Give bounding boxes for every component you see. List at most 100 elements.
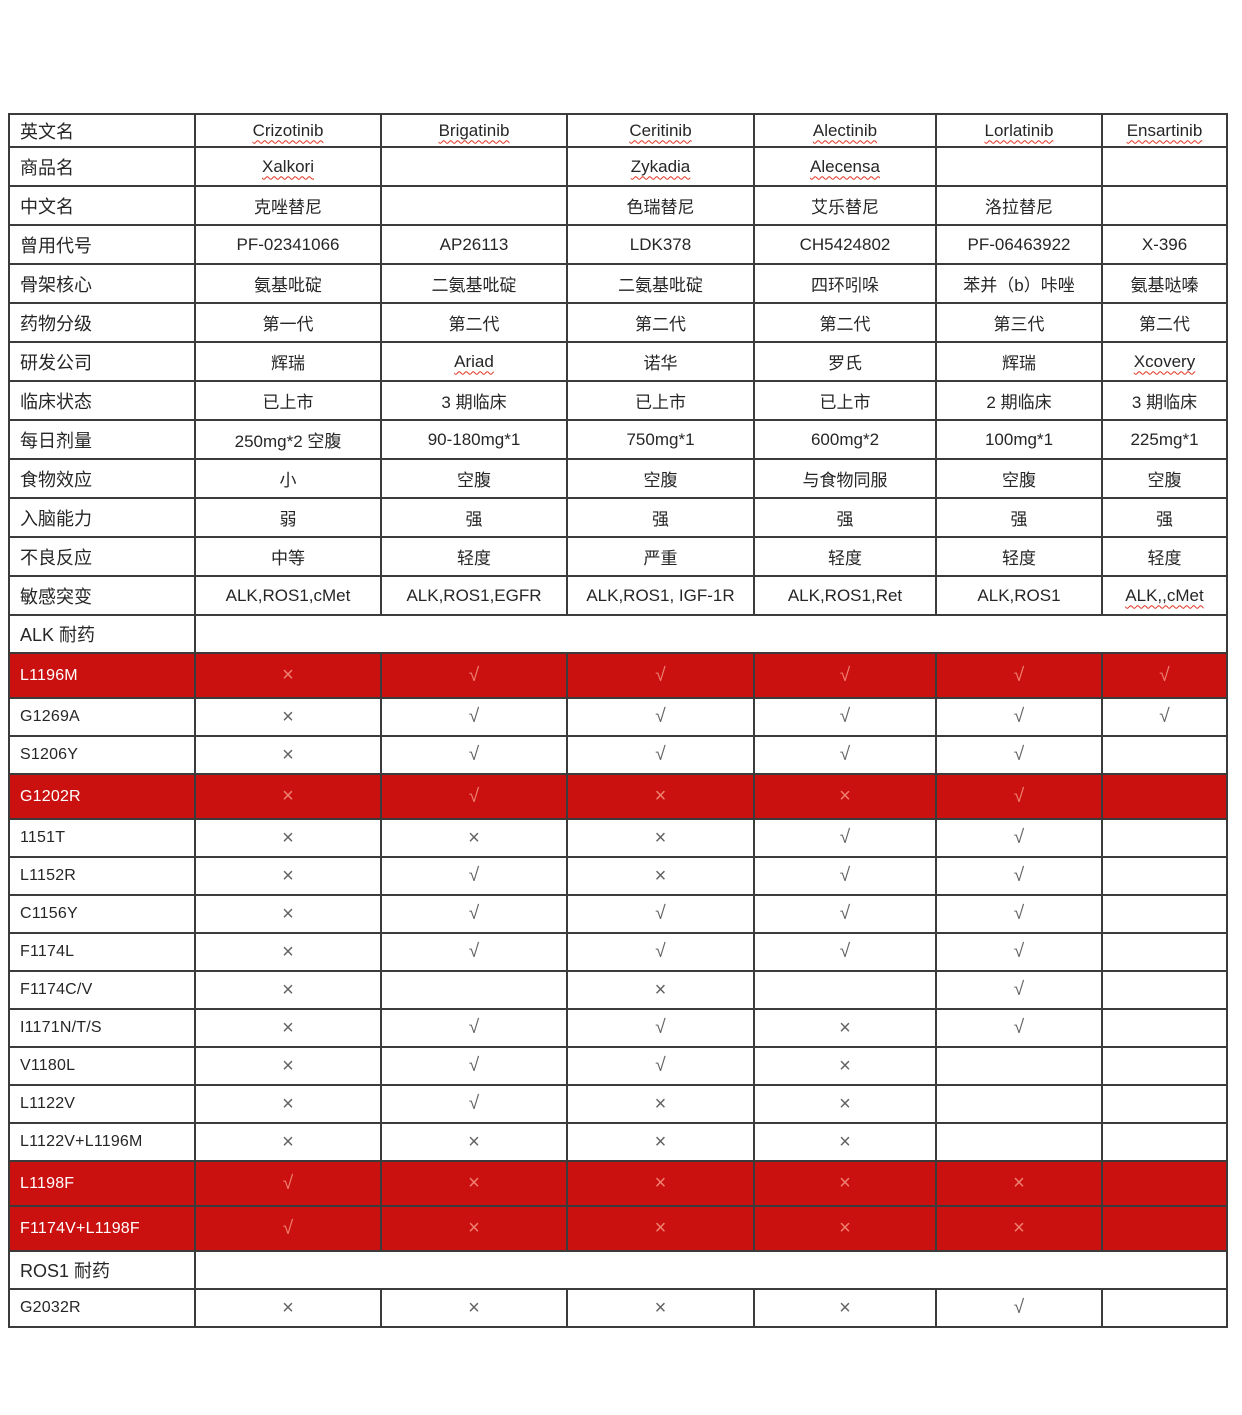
cross-mark: ×: [282, 743, 294, 766]
cell-text: 色瑞替尼: [626, 198, 695, 217]
mutation-cell: ×: [380, 1160, 568, 1207]
info-cell: Ensartinib: [1101, 113, 1228, 148]
check-mark: √: [1013, 979, 1025, 1000]
table-row: 曾用代号 PF-02341066 AP26113 LDK378 CH5424802 PF-…: [8, 224, 1228, 265]
cell-text: 3 期临床: [1131, 393, 1198, 412]
check-mark: √: [655, 903, 666, 924]
mutation-cell: [1101, 932, 1228, 972]
check-mark: √: [1013, 1017, 1025, 1038]
mutation-cell: ×: [194, 1008, 382, 1048]
cross-mark: ×: [282, 826, 294, 849]
check-mark: √: [1013, 865, 1025, 886]
row-label: L1122V+L1196M: [8, 1122, 196, 1162]
cell-text: ALK,ROS1: [977, 585, 1061, 605]
cell-text: 诺华: [643, 354, 678, 373]
table-row: I1171N/T/S × √ √ × √: [8, 1008, 1228, 1048]
row-label: 每日剂量: [8, 419, 196, 460]
info-cell: 二氨基吡碇: [380, 263, 568, 304]
cell-text: X-396: [1141, 234, 1188, 254]
cross-mark: ×: [654, 978, 667, 1001]
info-cell: Alecensa: [753, 146, 937, 187]
row-label: 骨架核心: [8, 263, 196, 304]
cell-text: 强: [465, 510, 483, 529]
table-row: 临床状态 已上市 3 期临床 已上市 已上市 2 期临床 3 期临床: [8, 380, 1228, 421]
mutation-cell: √: [380, 697, 568, 737]
cross-mark: ×: [468, 1296, 480, 1319]
mutation-cell: √: [566, 932, 755, 972]
mutation-cell: √: [566, 1046, 755, 1086]
info-cell: 第一代: [194, 302, 382, 343]
mutation-cell: √: [566, 697, 755, 737]
mutation-cell: [1101, 735, 1228, 775]
cell-text: 空腹: [457, 471, 491, 490]
cross-mark: ×: [282, 705, 294, 728]
mutation-cell: ×: [935, 1205, 1103, 1252]
section-empty-cell: [194, 1250, 1228, 1290]
info-cell: Crizotinib: [194, 113, 382, 148]
cross-mark: ×: [282, 940, 294, 963]
cell-text: 强: [1010, 510, 1028, 529]
row-label: I1171N/T/S: [8, 1008, 196, 1048]
cell-text: 强: [836, 510, 854, 529]
mutation-cell: ×: [753, 1160, 937, 1207]
cross-mark: ×: [839, 1130, 851, 1153]
row-label: ALK 耐药: [8, 614, 196, 654]
cross-mark: ×: [654, 826, 667, 849]
mutation-cell: ×: [194, 856, 382, 896]
check-mark: √: [655, 1055, 666, 1076]
row-label: 研发公司: [8, 341, 196, 382]
check-mark: √: [1159, 706, 1170, 727]
row-label: V1180L: [8, 1046, 196, 1086]
cross-mark: ×: [839, 785, 851, 807]
cell-text: 600mg*2: [810, 429, 880, 449]
spellcheck-underlined-text: Brigatinib: [438, 120, 510, 140]
row-label: ROS1 耐药: [8, 1250, 196, 1290]
check-mark: √: [839, 744, 851, 765]
info-cell: ALK,ROS1,cMet: [194, 575, 382, 616]
check-mark: √: [839, 865, 851, 886]
check-mark: √: [1013, 903, 1025, 924]
info-cell: 强: [935, 497, 1103, 538]
cell-text: 空腹: [1147, 471, 1182, 490]
info-cell: 强: [753, 497, 937, 538]
info-cell: 氨基哒嗪: [1101, 263, 1228, 304]
info-cell: 强: [1101, 497, 1228, 538]
mutation-cell: ×: [935, 1160, 1103, 1207]
mutation-cell: √: [1101, 652, 1228, 699]
mutation-cell: [1101, 894, 1228, 934]
mutation-cell: √: [935, 856, 1103, 896]
info-cell: 轻度: [1101, 536, 1228, 577]
section-row: ALK 耐药: [8, 614, 1228, 654]
info-cell: CH5424802: [753, 224, 937, 265]
mutation-cell: ×: [194, 894, 382, 934]
cross-mark: ×: [282, 1016, 294, 1039]
table-row: 1151T × × × √ √: [8, 818, 1228, 858]
info-cell: Zykadia: [566, 146, 755, 187]
mutation-cell: [1101, 1288, 1228, 1328]
cell-text: 225mg*1: [1130, 429, 1199, 449]
cell-text: 空腹: [643, 471, 678, 490]
row-label: L1196M: [8, 652, 196, 699]
cell-text: 已上市: [635, 393, 686, 412]
info-cell: 空腹: [935, 458, 1103, 499]
mutation-cell: ×: [194, 697, 382, 737]
info-cell: ALK,ROS1: [935, 575, 1103, 616]
check-mark: √: [1013, 706, 1025, 727]
cross-mark: ×: [282, 1130, 294, 1153]
mutation-cell: √: [380, 773, 568, 820]
info-cell: 艾乐替尼: [753, 185, 937, 226]
mutation-cell: [1101, 1084, 1228, 1124]
info-cell: ALK,,cMet: [1101, 575, 1228, 616]
row-label: L1198F: [8, 1160, 196, 1207]
mutation-cell: √: [935, 773, 1103, 820]
cell-text: 轻度: [828, 549, 862, 568]
check-mark: √: [468, 941, 480, 962]
mutation-cell: ×: [380, 1205, 568, 1252]
mutation-cell: ×: [380, 818, 568, 858]
table-row: 中文名 克唑替尼 色瑞替尼 艾乐替尼 洛拉替尼: [8, 185, 1228, 226]
table-row: F1174C/V × × √: [8, 970, 1228, 1010]
info-cell: Xcovery: [1101, 341, 1228, 382]
cell-text: 弱: [279, 510, 297, 529]
spellcheck-underlined-text: Ceritinib: [629, 120, 692, 140]
cell-text: PF-02341066: [236, 234, 340, 254]
